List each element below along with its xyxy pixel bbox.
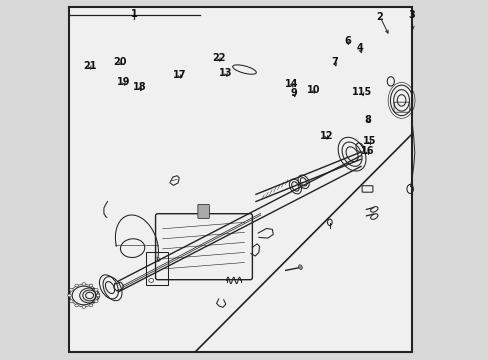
Text: 4: 4 (356, 44, 363, 53)
Text: 14: 14 (285, 79, 298, 89)
Ellipse shape (89, 304, 93, 307)
Ellipse shape (82, 283, 85, 285)
Ellipse shape (82, 306, 85, 309)
Ellipse shape (94, 300, 98, 303)
Text: 8: 8 (364, 115, 371, 125)
Text: 16: 16 (360, 146, 373, 156)
Text: 6: 6 (344, 36, 350, 46)
Text: 10: 10 (306, 85, 320, 95)
Text: 17: 17 (172, 70, 185, 80)
Ellipse shape (89, 284, 93, 287)
Ellipse shape (75, 304, 78, 307)
Bar (145, 252, 168, 285)
Text: 115: 115 (351, 87, 371, 97)
Text: 18: 18 (133, 82, 146, 93)
Text: 22: 22 (211, 53, 225, 63)
Text: 21: 21 (82, 61, 96, 71)
Text: 3: 3 (408, 10, 414, 20)
Text: 2: 2 (376, 12, 383, 22)
Ellipse shape (298, 265, 302, 270)
Ellipse shape (96, 294, 100, 297)
Text: 7: 7 (331, 57, 338, 67)
Ellipse shape (69, 300, 73, 303)
Text: 15: 15 (362, 136, 375, 146)
Text: 19: 19 (117, 77, 130, 87)
Ellipse shape (75, 284, 78, 287)
Text: 1: 1 (131, 9, 138, 19)
Text: 20: 20 (113, 57, 126, 67)
Text: 13: 13 (219, 68, 232, 78)
Ellipse shape (67, 294, 71, 297)
FancyBboxPatch shape (198, 204, 209, 219)
Ellipse shape (69, 288, 73, 291)
Text: 12: 12 (319, 131, 332, 141)
Ellipse shape (94, 288, 98, 291)
Text: 9: 9 (290, 88, 297, 98)
